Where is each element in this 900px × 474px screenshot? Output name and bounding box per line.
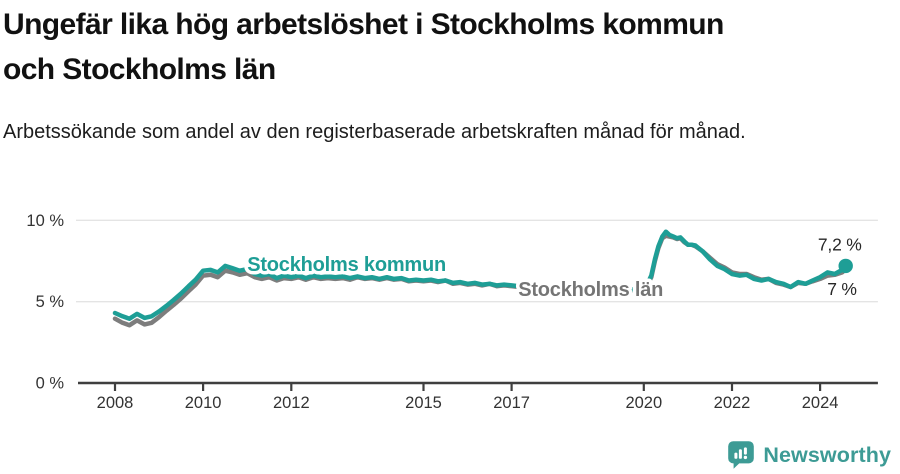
chart-subtitle: Arbetssökande som andel av den registerb… — [3, 121, 746, 143]
annotation-7-: 7 % — [827, 279, 857, 299]
x-axis-label-2008: 2008 — [97, 394, 134, 412]
series-end-dot-stockholms-kommun — [838, 258, 853, 274]
y-axis-label-10: 10 % — [26, 212, 64, 230]
brand-footer: Newsworthy — [728, 440, 891, 470]
x-axis-label-2015: 2015 — [405, 394, 442, 412]
newsworthy-logo-icon — [728, 441, 755, 469]
annotation-stockholms-län: Stockholms län — [518, 279, 663, 301]
x-axis-label-2012: 2012 — [273, 394, 310, 412]
bar-tall — [739, 449, 743, 459]
unemployment-line-chart: 10 % 5 % 0 % 2008 2010 2012 2015 2017 2020 2022 20… — [26, 212, 878, 412]
y-axis-label-5: 5 % — [36, 293, 65, 311]
annotation-7-2-: 7,2 % — [818, 234, 862, 254]
annotation-stockholms-kommun: Stockholms kommun — [247, 254, 446, 276]
x-axis-label-2024: 2024 — [802, 394, 839, 412]
chart-title-line-1: Ungefär lika hög arbetslöshet i Stockhol… — [3, 8, 724, 41]
x-axis-label-2020: 2020 — [625, 394, 662, 412]
exclamation-dot — [744, 455, 748, 460]
series-line-stockholms-län — [112, 233, 848, 328]
bar-small — [734, 452, 738, 459]
x-axis-label-2022: 2022 — [714, 394, 751, 412]
chart-title: Ungefär lika hög arbetslöshet i Stockhol… — [3, 2, 897, 92]
exclamation-bar — [744, 447, 748, 455]
brand-name: Newsworthy — [763, 442, 891, 467]
chart-title-line-2: och Stockholms län — [3, 53, 276, 86]
series-line-stockholms-kommun — [112, 229, 848, 321]
x-axis-label-2010: 2010 — [185, 394, 222, 412]
y-axis-label-0: 0 % — [36, 375, 65, 393]
x-axis-label-2017: 2017 — [493, 394, 530, 412]
